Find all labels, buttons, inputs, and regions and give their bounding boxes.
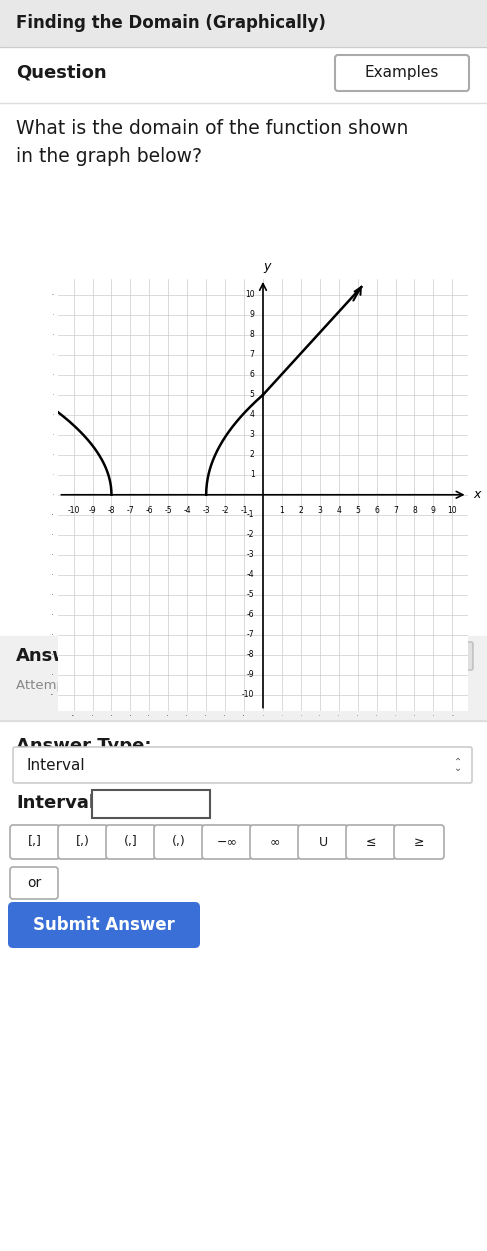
Text: -4: -4: [247, 570, 255, 579]
Text: 2: 2: [299, 505, 303, 514]
Bar: [441, 657, 447, 661]
Bar: [92, 789, 210, 818]
Text: Attempt 1 out of 2: Attempt 1 out of 2: [16, 679, 139, 693]
Text: Examples: Examples: [365, 65, 439, 80]
Text: 4: 4: [249, 410, 255, 419]
Text: Question: Question: [16, 64, 107, 83]
Bar: [0, 0, 487, 46]
Bar: [441, 649, 447, 653]
FancyBboxPatch shape: [250, 824, 300, 859]
Text: -3: -3: [247, 550, 255, 559]
Text: -10: -10: [242, 691, 255, 699]
Text: Answer: Answer: [16, 647, 91, 666]
FancyBboxPatch shape: [394, 824, 444, 859]
FancyBboxPatch shape: [154, 824, 204, 859]
Text: 10: 10: [448, 505, 457, 514]
Text: Finding the Domain (Graphically): Finding the Domain (Graphically): [16, 14, 326, 33]
Text: -2: -2: [222, 505, 229, 514]
Text: 5: 5: [355, 505, 360, 514]
Text: -3: -3: [203, 505, 210, 514]
Text: Interval:: Interval:: [16, 794, 102, 812]
Text: (,): (,): [172, 836, 186, 848]
Text: 8: 8: [250, 330, 255, 339]
Text: ⌄: ⌄: [454, 763, 462, 773]
Text: -1: -1: [240, 505, 248, 514]
Text: -1: -1: [247, 510, 255, 519]
Text: 9: 9: [249, 310, 255, 319]
Text: 6: 6: [249, 370, 255, 379]
Text: 5: 5: [249, 390, 255, 399]
Bar: [450, 649, 456, 653]
Text: [,): [,): [76, 836, 90, 848]
Text: -5: -5: [247, 590, 255, 599]
Bar: [459, 649, 465, 653]
Text: -10: -10: [67, 505, 80, 514]
FancyBboxPatch shape: [10, 867, 58, 899]
Text: -6: -6: [247, 610, 255, 619]
Text: 6: 6: [374, 505, 379, 514]
Text: 2: 2: [250, 450, 255, 459]
Text: Answer Type:: Answer Type:: [16, 737, 151, 756]
FancyBboxPatch shape: [58, 824, 108, 859]
Text: Submit Answer: Submit Answer: [33, 916, 175, 934]
Text: -7: -7: [127, 505, 134, 514]
Text: [,]: [,]: [28, 836, 42, 848]
Text: -8: -8: [108, 505, 115, 514]
Text: -6: -6: [146, 505, 153, 514]
Text: 10: 10: [245, 290, 255, 299]
Text: 3: 3: [249, 430, 255, 439]
Text: -8: -8: [247, 651, 255, 659]
Text: 4: 4: [337, 505, 341, 514]
Text: -5: -5: [165, 505, 172, 514]
Text: or: or: [27, 876, 41, 889]
Text: ⌃: ⌃: [454, 757, 462, 767]
Text: x: x: [473, 488, 481, 502]
Bar: [432, 649, 456, 653]
Text: What is the domain of the function shown
in the graph below?: What is the domain of the function shown…: [16, 120, 409, 166]
FancyBboxPatch shape: [10, 824, 60, 859]
Text: 9: 9: [431, 505, 436, 514]
Text: y: y: [263, 260, 270, 273]
Text: -4: -4: [184, 505, 191, 514]
Text: (,]: (,]: [124, 836, 138, 848]
FancyBboxPatch shape: [13, 747, 472, 783]
Text: ≤: ≤: [366, 836, 376, 848]
Bar: [0, 636, 487, 721]
FancyBboxPatch shape: [106, 824, 156, 859]
Text: U: U: [318, 836, 328, 848]
Text: 3: 3: [318, 505, 322, 514]
Text: 8: 8: [412, 505, 417, 514]
Bar: [450, 657, 456, 661]
Text: 7: 7: [393, 505, 398, 514]
Text: −∞: −∞: [217, 836, 238, 848]
FancyBboxPatch shape: [8, 902, 200, 948]
FancyBboxPatch shape: [202, 824, 252, 859]
Text: -2: -2: [247, 530, 255, 539]
Text: Interval: Interval: [26, 758, 85, 773]
Text: 1: 1: [250, 470, 255, 479]
Bar: [459, 657, 465, 661]
FancyBboxPatch shape: [425, 642, 473, 671]
Text: ∞: ∞: [270, 836, 280, 848]
FancyBboxPatch shape: [346, 824, 396, 859]
Text: 7: 7: [249, 350, 255, 359]
Text: -9: -9: [89, 505, 96, 514]
Text: ≥: ≥: [414, 836, 424, 848]
FancyBboxPatch shape: [298, 824, 348, 859]
Bar: [432, 657, 438, 661]
Text: -9: -9: [247, 671, 255, 679]
Text: 1: 1: [280, 505, 284, 514]
Bar: [432, 649, 438, 653]
FancyBboxPatch shape: [335, 55, 469, 91]
Text: -7: -7: [247, 631, 255, 639]
